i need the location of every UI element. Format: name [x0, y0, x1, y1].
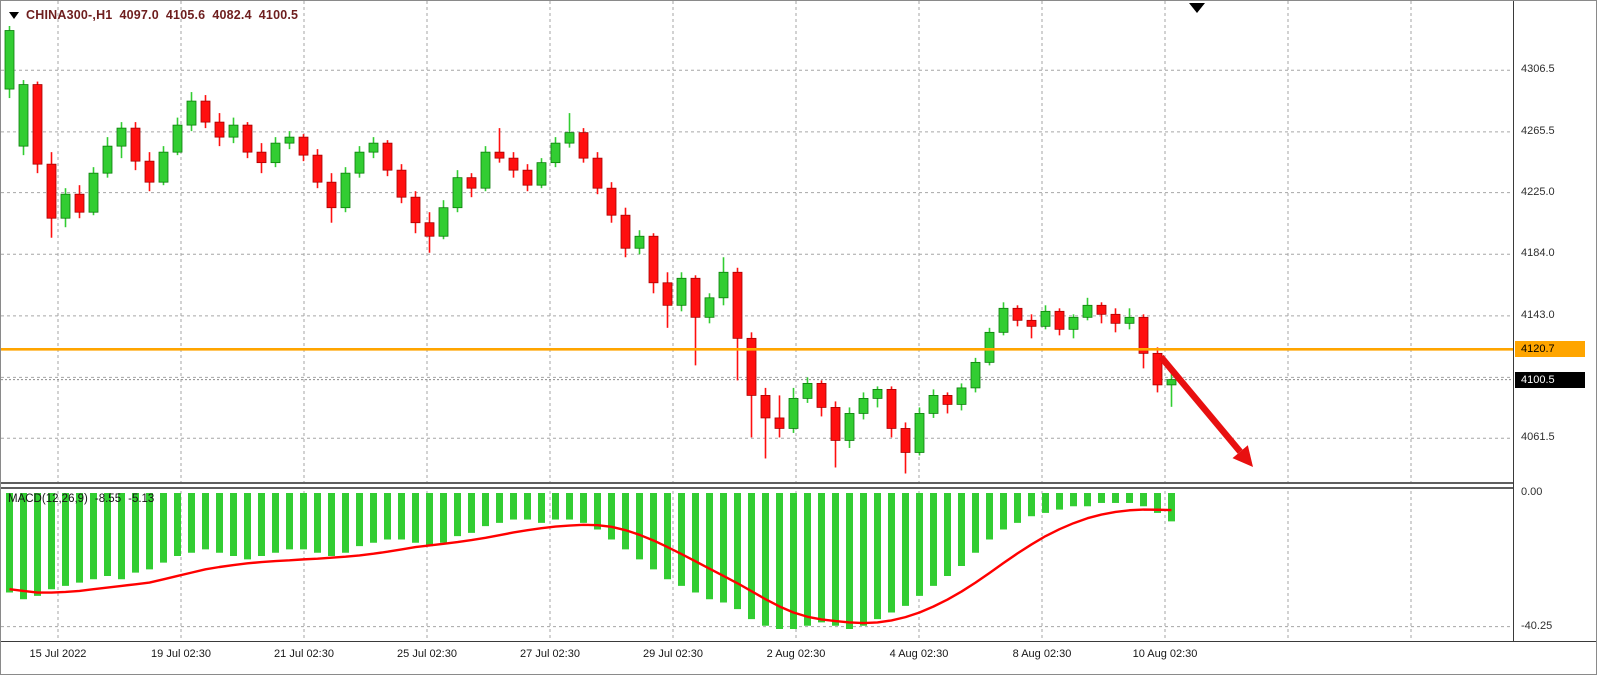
chart-shift-marker-icon[interactable]	[1189, 3, 1205, 13]
time-tick-label: 2 Aug 02:30	[766, 648, 826, 660]
grid	[1, 1, 1513, 641]
symbol-name: CHINA300-,H1	[26, 8, 113, 22]
candlestick-series	[4, 26, 1177, 474]
chart-plot-area[interactable]: CHINA300-,H1 4097.0 4105.6 4082.4 4100.5…	[1, 1, 1513, 641]
price-tick-label: 4061.5	[1521, 431, 1555, 444]
time-tick-label: 19 Jul 02:30	[151, 648, 211, 660]
price-tick-label: 4225.0	[1521, 185, 1555, 198]
price-axis[interactable]: 4120.7 4100.5 4306.5 4265.5 4225.0 4184.0 41…	[1513, 1, 1596, 641]
macd-tick-label: 0.00	[1521, 486, 1543, 498]
macd-histogram-series	[6, 493, 1175, 630]
trend-arrow[interactable]	[1158, 354, 1253, 467]
symbol-dropdown-icon[interactable]	[9, 11, 19, 19]
price-tick-label: 4184.0	[1521, 247, 1555, 260]
chart-canvas[interactable]	[1, 1, 1513, 641]
macd-signal-line	[9, 508, 1172, 625]
price-tick-label: 4143.0	[1521, 308, 1555, 321]
time-tick-label: 27 Jul 02:30	[520, 648, 580, 660]
time-tick-label: 29 Jul 02:30	[643, 648, 703, 660]
panel-separator[interactable]	[1, 482, 1596, 489]
macd-main-value: -8.55	[94, 493, 122, 505]
quote-low: 4082.4	[212, 8, 252, 22]
time-tick-label: 21 Jul 02:30	[274, 648, 334, 660]
price-tick-label: 4306.5	[1521, 63, 1555, 76]
time-tick-label: 4 Aug 02:30	[889, 648, 949, 660]
hline-price-badge: 4120.7	[1515, 341, 1585, 358]
quote-close: 4100.5	[258, 8, 299, 22]
macd-name: MACD(12,26,9)	[8, 493, 88, 505]
price-tick-label: 4265.5	[1521, 124, 1555, 137]
macd-signal-value: -5.13	[128, 493, 155, 505]
time-tick-label: 8 Aug 02:30	[1012, 648, 1072, 660]
last-price-badge: 4100.5	[1515, 371, 1585, 388]
quote-open: 4097.0	[119, 8, 159, 22]
time-tick-label: 15 Jul 2022	[29, 648, 87, 660]
symbol-info-bar: CHINA300-,H1 4097.0 4105.6 4082.4 4100.5	[9, 8, 298, 22]
quote-high: 4105.6	[165, 8, 206, 22]
macd-indicator-label: MACD(12,26,9) -8.55 -5.13	[8, 493, 154, 505]
time-axis[interactable]: 15 Jul 2022 19 Jul 02:30 21 Jul 02:30 25 Ju…	[1, 641, 1596, 674]
macd-tick-label: -40.25	[1521, 619, 1553, 632]
time-tick-label: 10 Aug 02:30	[1132, 648, 1198, 660]
time-tick-label: 25 Jul 02:30	[397, 648, 457, 660]
